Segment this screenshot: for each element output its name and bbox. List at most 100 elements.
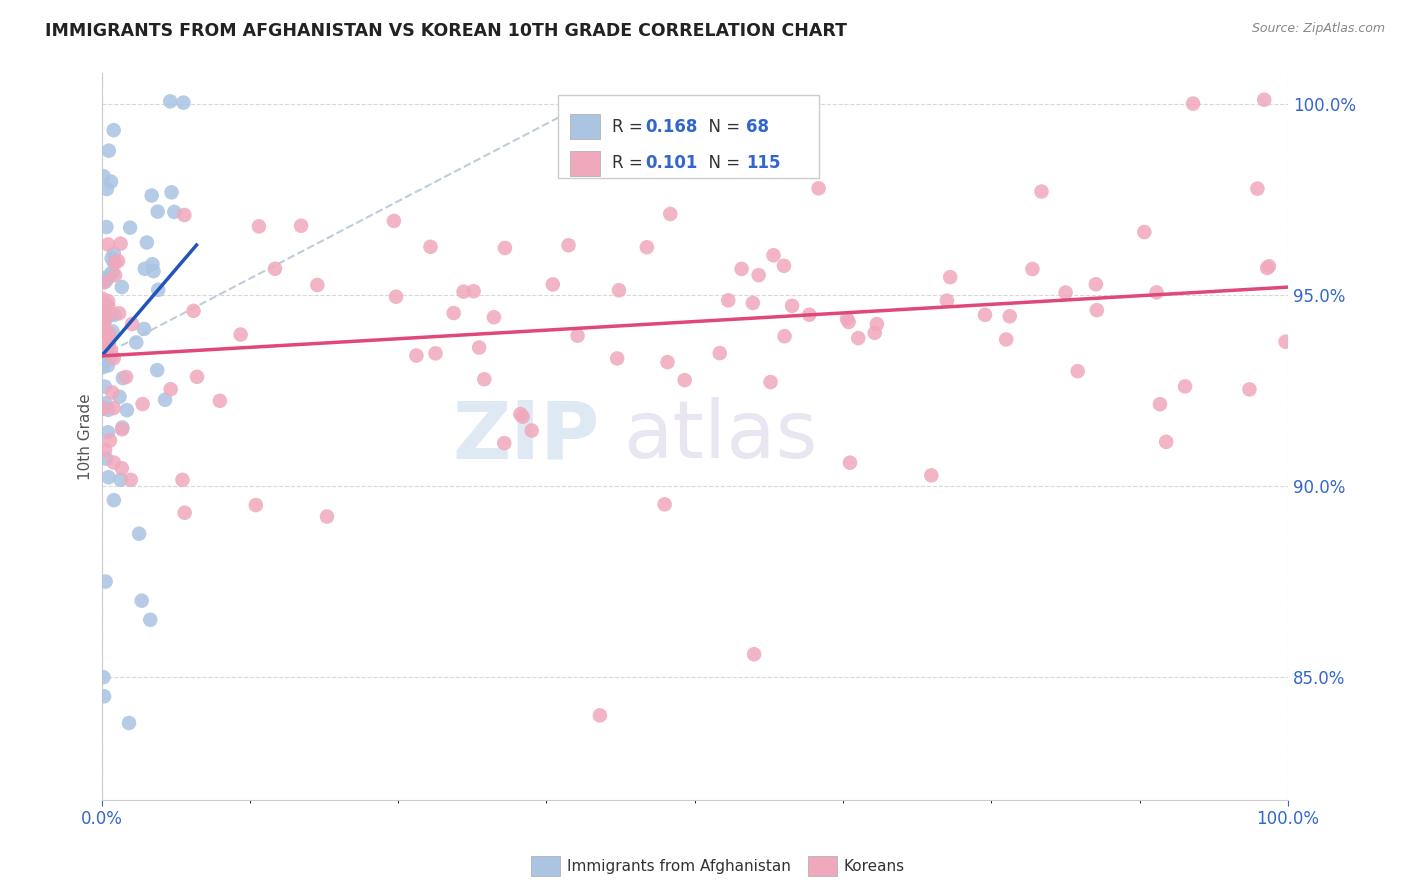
Point bbox=[93, 670, 115, 684]
Point bbox=[846, 331, 869, 345]
Point bbox=[103, 123, 125, 137]
Bar bbox=[571, 151, 600, 176]
Point bbox=[96, 298, 118, 312]
Point bbox=[111, 422, 134, 436]
Point bbox=[118, 716, 141, 731]
Point bbox=[935, 293, 957, 308]
Text: Immigrants from Afghanistan: Immigrants from Afghanistan bbox=[567, 859, 790, 873]
Point bbox=[97, 402, 120, 417]
Point bbox=[1239, 383, 1261, 397]
Point bbox=[93, 690, 115, 704]
Point bbox=[1149, 397, 1171, 411]
Point bbox=[173, 208, 195, 222]
Point bbox=[159, 95, 181, 109]
Point bbox=[94, 443, 117, 458]
Point bbox=[91, 350, 114, 364]
Point bbox=[494, 436, 516, 450]
Point bbox=[101, 325, 124, 339]
Point bbox=[132, 322, 155, 336]
Point bbox=[96, 272, 118, 286]
Point bbox=[93, 356, 115, 370]
Point bbox=[172, 473, 194, 487]
Point bbox=[111, 420, 134, 434]
Point bbox=[1021, 262, 1043, 277]
Point bbox=[94, 312, 117, 326]
Text: ZIP: ZIP bbox=[453, 397, 600, 475]
Point bbox=[229, 327, 252, 342]
Point bbox=[173, 506, 195, 520]
Point bbox=[759, 375, 782, 389]
Point bbox=[1054, 285, 1077, 300]
Point bbox=[1174, 379, 1197, 393]
Point bbox=[463, 284, 485, 298]
Point bbox=[97, 335, 120, 350]
Point bbox=[316, 509, 339, 524]
Point bbox=[115, 403, 138, 417]
Point bbox=[93, 318, 115, 332]
Point bbox=[385, 290, 408, 304]
Point bbox=[110, 473, 132, 487]
Point bbox=[636, 240, 658, 254]
Point bbox=[94, 574, 117, 589]
Point bbox=[807, 181, 830, 195]
Point bbox=[509, 407, 531, 421]
Point bbox=[799, 308, 821, 322]
Point bbox=[115, 370, 138, 384]
Point bbox=[108, 390, 131, 404]
Point bbox=[494, 241, 516, 255]
Point bbox=[100, 267, 122, 281]
Point bbox=[139, 613, 162, 627]
Point bbox=[607, 283, 630, 297]
Point bbox=[520, 424, 543, 438]
Point bbox=[98, 434, 121, 448]
Point bbox=[472, 372, 495, 386]
FancyBboxPatch shape bbox=[558, 95, 820, 178]
Text: R =: R = bbox=[612, 118, 648, 136]
Point bbox=[153, 392, 176, 407]
Point bbox=[1182, 96, 1205, 111]
Point bbox=[146, 363, 169, 377]
Point bbox=[96, 335, 118, 350]
Point bbox=[141, 257, 163, 271]
Point bbox=[160, 186, 183, 200]
Point bbox=[97, 300, 120, 314]
Point bbox=[835, 311, 858, 326]
Point bbox=[748, 268, 770, 282]
Point bbox=[91, 401, 114, 416]
Point bbox=[995, 333, 1018, 347]
Point bbox=[382, 214, 405, 228]
Point bbox=[208, 393, 231, 408]
Point bbox=[247, 219, 270, 234]
Point bbox=[657, 355, 679, 369]
Point bbox=[94, 270, 117, 285]
Text: 0.168: 0.168 bbox=[645, 118, 697, 136]
Point bbox=[121, 317, 143, 331]
Point bbox=[1253, 93, 1275, 107]
Point bbox=[131, 593, 153, 607]
Point bbox=[96, 182, 118, 196]
Text: N =: N = bbox=[699, 118, 745, 136]
Point bbox=[742, 647, 765, 661]
Point bbox=[606, 351, 628, 366]
Point bbox=[101, 385, 124, 400]
Point bbox=[96, 220, 118, 235]
Text: 68: 68 bbox=[745, 118, 769, 136]
Point bbox=[94, 307, 117, 321]
Point bbox=[183, 303, 205, 318]
Point bbox=[100, 175, 122, 189]
Point bbox=[163, 205, 186, 219]
Point bbox=[290, 219, 312, 233]
Point bbox=[589, 708, 612, 723]
Text: R =: R = bbox=[612, 154, 648, 172]
Point bbox=[419, 240, 441, 254]
Point bbox=[920, 468, 942, 483]
Point bbox=[839, 456, 862, 470]
Point bbox=[97, 470, 120, 484]
Point bbox=[128, 526, 150, 541]
Text: Source: ZipAtlas.com: Source: ZipAtlas.com bbox=[1251, 22, 1385, 36]
Point bbox=[97, 237, 120, 252]
Point bbox=[134, 261, 156, 276]
Point bbox=[148, 283, 170, 297]
Point bbox=[93, 169, 115, 184]
Point bbox=[111, 461, 134, 475]
